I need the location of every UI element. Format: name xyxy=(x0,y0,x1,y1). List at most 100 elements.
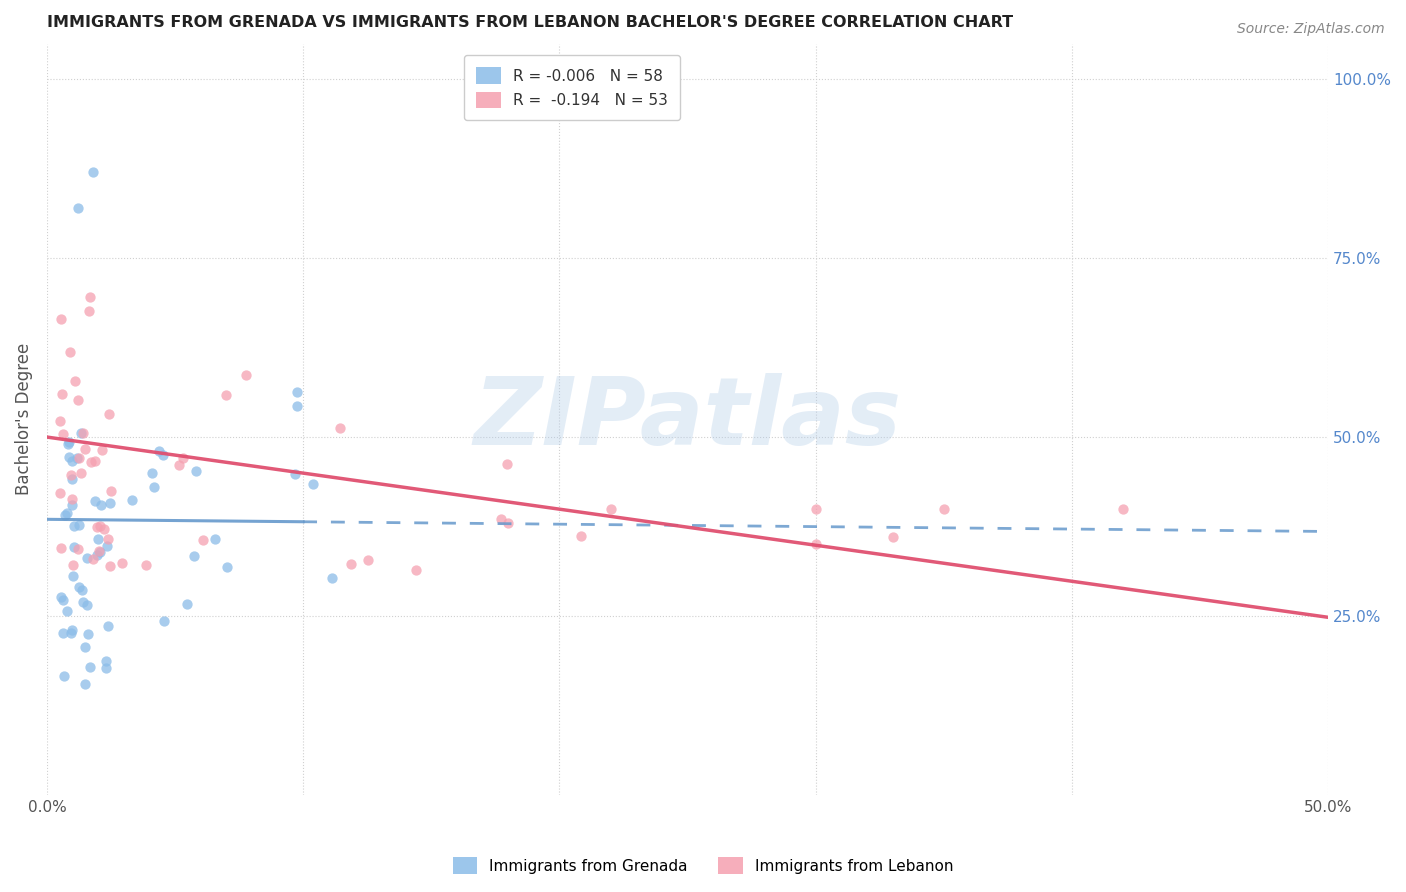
Point xyxy=(60,454,83,468)
Point xyxy=(59,467,82,482)
Point xyxy=(93,522,115,536)
Point xyxy=(73,442,96,456)
Point xyxy=(89,545,111,559)
Point xyxy=(62,558,84,572)
Point xyxy=(172,451,194,466)
Text: IMMIGRANTS FROM GRENADA VS IMMIGRANTS FROM LEBANON BACHELOR'S DEGREE CORRELATION: IMMIGRANTS FROM GRENADA VS IMMIGRANTS FR… xyxy=(46,15,1012,30)
Point xyxy=(204,533,226,547)
Point xyxy=(96,661,118,675)
Point xyxy=(87,533,110,547)
Point xyxy=(63,519,86,533)
Point xyxy=(235,368,257,382)
Point xyxy=(405,563,427,577)
Point xyxy=(60,623,83,637)
Point xyxy=(52,427,75,442)
Point xyxy=(98,408,121,422)
Point xyxy=(63,540,86,554)
Point xyxy=(90,498,112,512)
Point xyxy=(55,605,77,619)
Point xyxy=(58,450,80,464)
Point xyxy=(285,385,308,400)
Point xyxy=(76,598,98,612)
Point xyxy=(214,388,236,402)
Point xyxy=(804,501,827,516)
Point xyxy=(53,508,76,523)
Point xyxy=(51,387,73,401)
Point xyxy=(80,455,103,469)
Point xyxy=(60,472,83,486)
Point xyxy=(59,344,82,359)
Point xyxy=(357,553,380,567)
Point xyxy=(60,498,83,512)
Point xyxy=(72,425,94,440)
Point xyxy=(141,466,163,480)
Legend: Immigrants from Grenada, Immigrants from Lebanon: Immigrants from Grenada, Immigrants from… xyxy=(447,851,959,880)
Point xyxy=(83,494,105,508)
Point xyxy=(491,512,513,526)
Point xyxy=(89,543,111,558)
Point xyxy=(340,558,363,572)
Point xyxy=(58,435,80,450)
Point xyxy=(183,549,205,563)
Text: ZIPatlas: ZIPatlas xyxy=(474,373,901,466)
Point xyxy=(96,654,118,668)
Legend: R = -0.006   N = 58, R =  -0.194   N = 53: R = -0.006 N = 58, R = -0.194 N = 53 xyxy=(464,55,681,120)
Point xyxy=(285,399,308,413)
Point xyxy=(59,625,82,640)
Point xyxy=(76,550,98,565)
Point xyxy=(60,491,83,506)
Point xyxy=(70,426,93,441)
Point xyxy=(62,569,84,583)
Point xyxy=(91,443,114,458)
Point xyxy=(82,552,104,566)
Point xyxy=(804,537,827,551)
Point xyxy=(52,669,75,683)
Point xyxy=(55,506,77,520)
Point xyxy=(75,677,97,691)
Point xyxy=(121,493,143,508)
Point xyxy=(176,597,198,611)
Point xyxy=(52,625,75,640)
Point xyxy=(321,572,343,586)
Point xyxy=(142,479,165,493)
Point xyxy=(72,595,94,609)
Point xyxy=(167,458,190,473)
Point xyxy=(111,556,134,570)
Point xyxy=(66,201,89,215)
Point xyxy=(75,640,97,655)
Text: Source: ZipAtlas.com: Source: ZipAtlas.com xyxy=(1237,22,1385,37)
Point xyxy=(98,496,121,510)
Point xyxy=(496,457,519,471)
Point xyxy=(153,615,176,629)
Point xyxy=(49,591,72,605)
Point xyxy=(67,581,90,595)
Point xyxy=(599,501,621,516)
Point xyxy=(193,533,215,548)
Point xyxy=(329,421,352,435)
Point xyxy=(882,530,904,544)
Point xyxy=(79,290,101,304)
Point xyxy=(135,558,157,572)
Point xyxy=(96,539,118,553)
Point xyxy=(66,450,89,465)
Point xyxy=(97,619,120,633)
Point xyxy=(67,451,90,466)
Point xyxy=(77,304,100,318)
Point xyxy=(302,477,325,491)
Point xyxy=(1112,501,1135,516)
Point xyxy=(49,312,72,326)
Point xyxy=(51,541,73,555)
Point xyxy=(496,516,519,530)
Point xyxy=(49,414,72,428)
Point xyxy=(56,437,79,451)
Point xyxy=(82,165,104,179)
Point xyxy=(83,453,105,467)
Point xyxy=(76,627,98,641)
Point xyxy=(284,467,307,482)
Point xyxy=(52,593,75,607)
Point xyxy=(66,392,89,407)
Point xyxy=(86,548,108,562)
Point xyxy=(152,448,174,462)
Point xyxy=(86,520,108,534)
Point xyxy=(98,558,121,573)
